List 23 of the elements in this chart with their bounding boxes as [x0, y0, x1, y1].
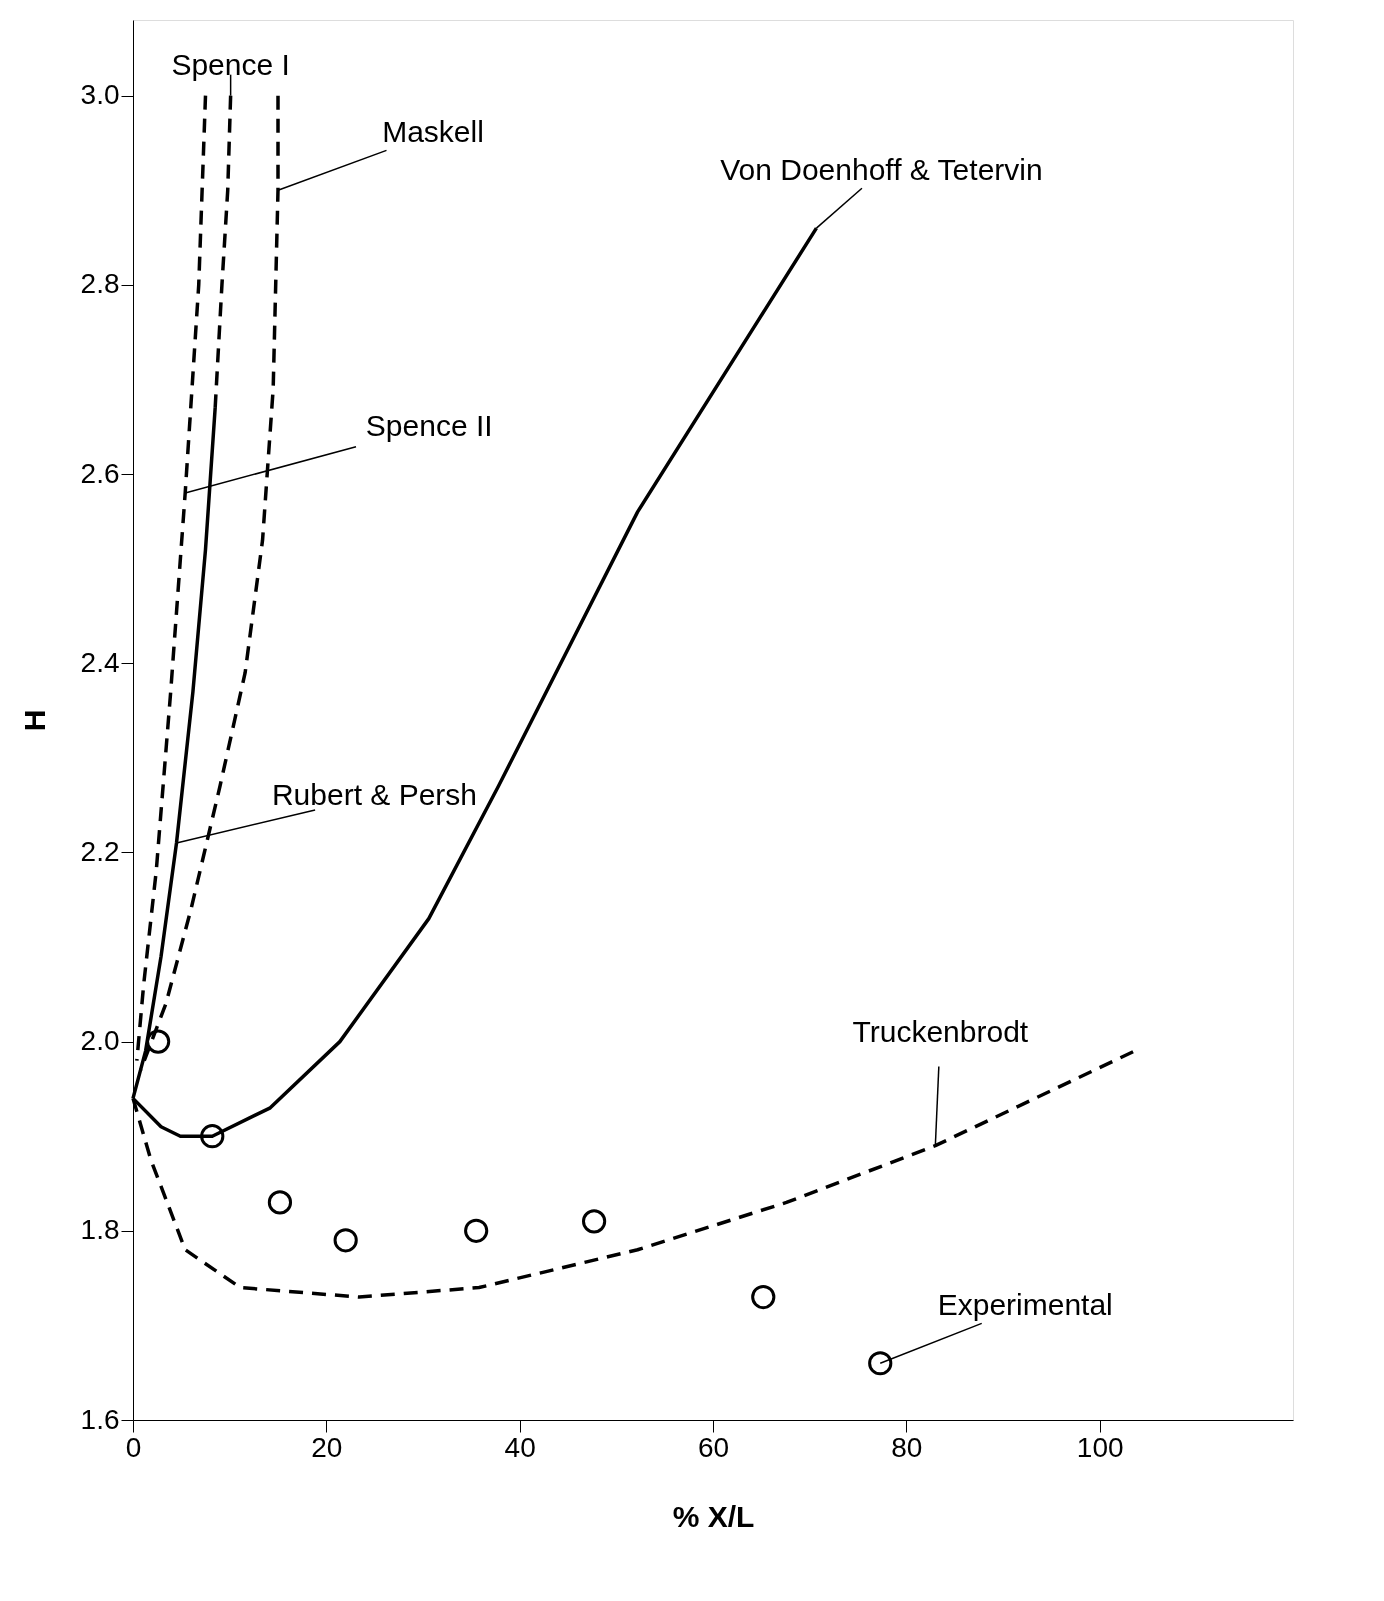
text: Rubert & Persh: [271, 777, 478, 811]
y-tick-label: 2.2: [80, 835, 120, 867]
series-label: Truckenbrodt: [852, 1014, 1029, 1048]
x-axis-title: % X/L: [672, 1499, 755, 1533]
text: Spence II: [365, 408, 493, 442]
text: Maskell: [382, 115, 484, 149]
y-tick-label: 2.0: [80, 1025, 120, 1057]
text: Experimental: [937, 1288, 1113, 1322]
x-tick-label: 40: [504, 1431, 536, 1463]
y-tick-label: 1.8: [80, 1214, 120, 1246]
y-tick-label: 2.8: [80, 268, 120, 300]
x-tick-label: 60: [697, 1431, 730, 1463]
y-axis-title: H: [17, 709, 51, 732]
y-tick-label: 1.6: [80, 1403, 120, 1435]
x-tick-label: 100: [1076, 1431, 1124, 1463]
x-tick-label: 0: [125, 1431, 142, 1463]
series-label: Spence I: [171, 47, 290, 81]
text: Von Doenhoff & Tetervin: [720, 153, 1043, 187]
y-tick-label: 2.4: [80, 646, 120, 678]
y-tick-label: 2.6: [80, 457, 120, 489]
x-tick-label: 20: [311, 1431, 343, 1463]
y-tick-label: 3.0: [80, 79, 120, 111]
x-tick-label: 80: [891, 1431, 923, 1463]
